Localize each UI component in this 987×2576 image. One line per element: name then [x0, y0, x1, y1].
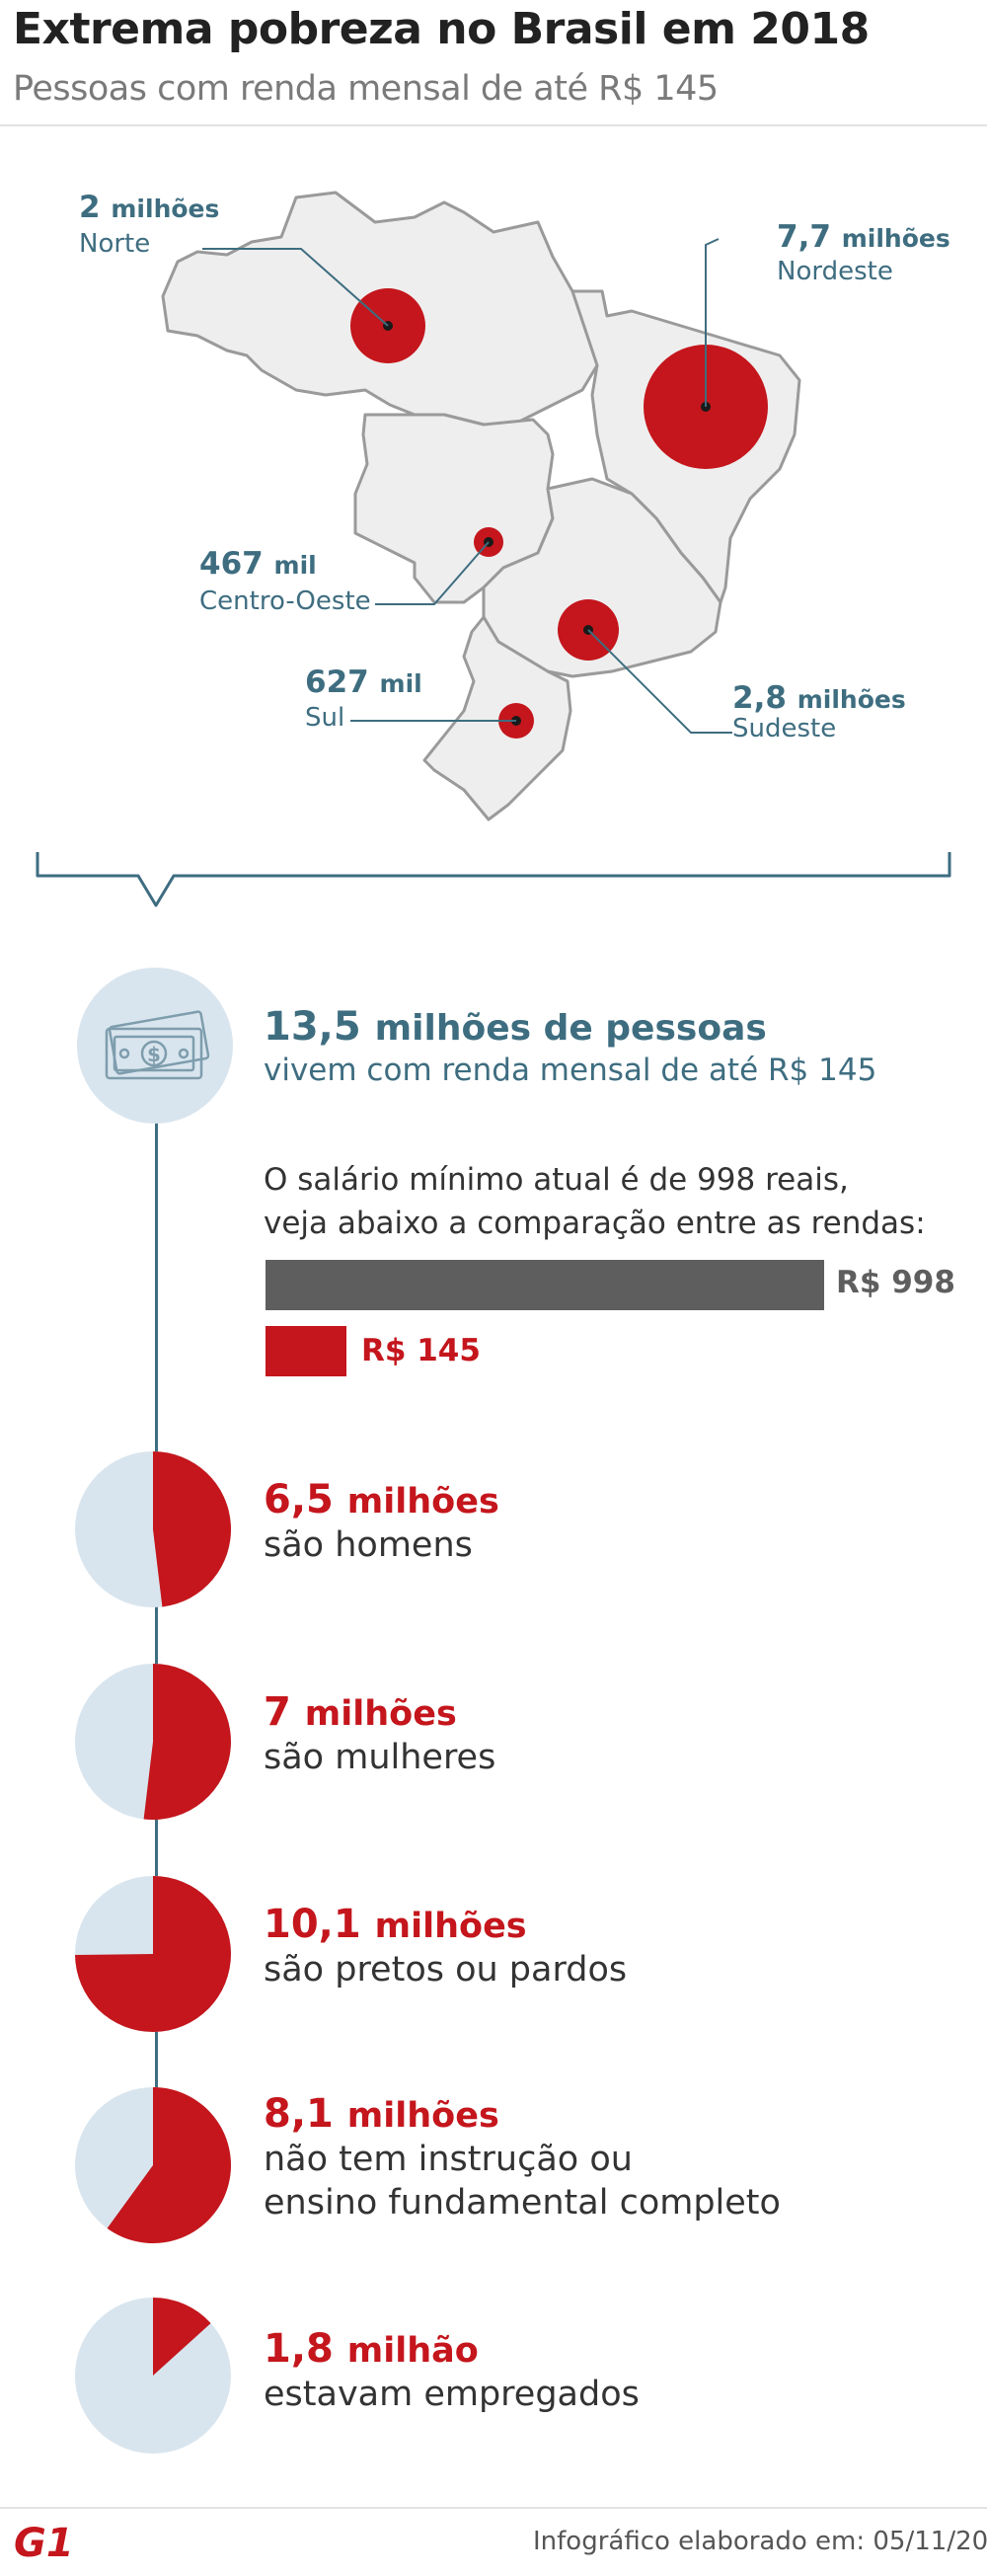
- svg-text:G1: G1: [14, 2521, 74, 2562]
- stat-desc-education: não tem instrução ou ensino fundamental …: [264, 2140, 781, 2223]
- pie-slice: [153, 1451, 232, 1607]
- money-bills-icon: $: [77, 968, 233, 1124]
- page-subtitle: Pessoas com renda mensal de até R$ 145: [13, 69, 719, 109]
- stat-pie-black-brown: [75, 1876, 232, 2032]
- minimum-wage-bar: [266, 1260, 824, 1310]
- page-title: Extrema pobreza no Brasil em 2018: [13, 4, 870, 54]
- stat-desc-women: são mulheres: [264, 1738, 496, 1777]
- leader-line-sudeste: [587, 629, 732, 734]
- pie-slice: [107, 2087, 231, 2243]
- poverty-income-label: R$ 145: [361, 1333, 481, 1368]
- stat-value-women: 7 milhões: [264, 1689, 457, 1735]
- map-region-sul: [422, 615, 572, 821]
- region-value-sul: 627 mil: [305, 664, 422, 700]
- comparison-text: O salário mínimo atual é de 998 reais, v…: [264, 1162, 926, 1241]
- region-value-centro-oeste: 467 mil: [199, 546, 317, 582]
- region-name-nordeste: Nordeste: [777, 257, 893, 286]
- region-value-norte: 2 milhões: [79, 190, 220, 225]
- credit-text: Infográfico elaborado em: 05/11/2019: [533, 2527, 987, 2556]
- total-description: vivem com renda mensal de até R$ 145: [264, 1053, 877, 1088]
- region-name-norte: Norte: [79, 229, 151, 259]
- header-divider: [0, 124, 987, 126]
- svg-text:$: $: [147, 1043, 161, 1066]
- stat-pie-women: [75, 1664, 231, 1820]
- brazil-map: [161, 191, 801, 821]
- stat-value-men: 6,5 milhões: [264, 1477, 499, 1522]
- leader-line-nordeste: [705, 238, 720, 407]
- pie-slice: [143, 1664, 231, 1820]
- region-value-nordeste: 7,7 milhões: [777, 219, 950, 255]
- stat-value-employed: 1,8 milhão: [264, 2326, 479, 2372]
- pie-slice: [75, 1876, 232, 2032]
- stat-value-education: 8,1 milhões: [264, 2091, 499, 2137]
- g1-logo: G1: [14, 2521, 74, 2562]
- stat-desc-men: são homens: [264, 1525, 473, 1565]
- region-name-sul: Sul: [305, 703, 345, 733]
- total-value: 13,5 milhões de pessoas: [264, 1004, 767, 1050]
- stat-desc-employed: estavam empregados: [264, 2375, 640, 2414]
- minimum-wage-label: R$ 998: [836, 1265, 955, 1300]
- pie-slice: [153, 2298, 211, 2376]
- region-name-centro-oeste: Centro-Oeste: [199, 586, 371, 616]
- poverty-income-bar: [266, 1326, 346, 1376]
- footer-divider: [0, 2507, 987, 2509]
- map-region-sudeste: [482, 477, 722, 678]
- leader-line-centro-oeste: [375, 541, 490, 605]
- stat-pie-men: [75, 1451, 232, 1607]
- stat-value-black-brown: 10,1 milhões: [264, 1902, 527, 1947]
- leader-line-norte: [202, 248, 389, 327]
- stat-desc-black-brown: são pretos ou pardos: [264, 1950, 628, 1990]
- stat-pie-employed: [75, 2298, 231, 2454]
- stat-pie-education: [75, 2087, 231, 2243]
- region-value-sudeste: 2,8 milhões: [732, 680, 906, 716]
- bracket-divider: [36, 852, 951, 907]
- region-name-sudeste: Sudeste: [732, 714, 837, 743]
